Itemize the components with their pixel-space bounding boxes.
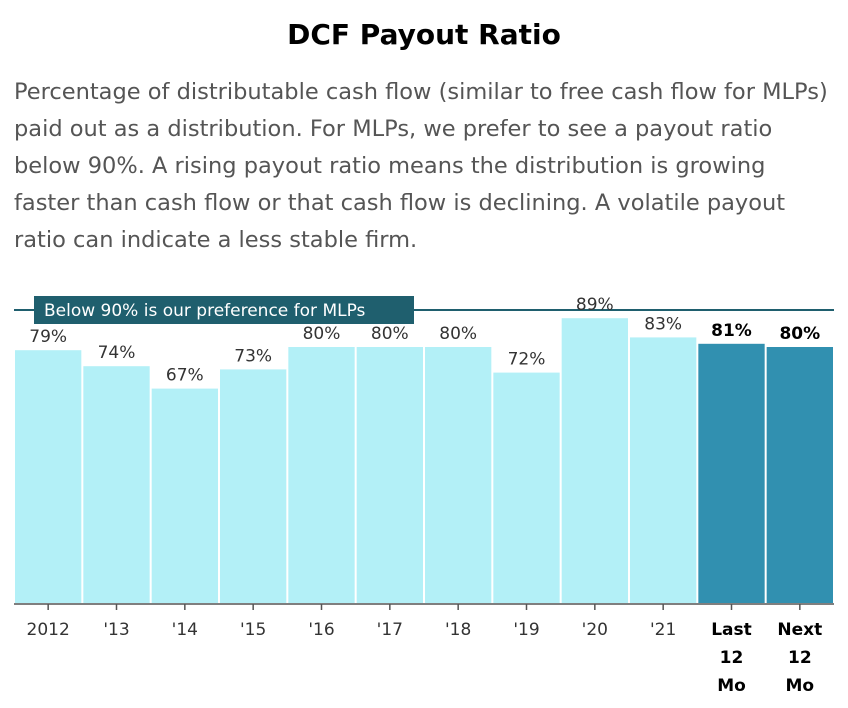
x-tick-label: '15	[240, 620, 266, 640]
x-tick-label: '19	[513, 620, 539, 640]
bar-value-label: 80%	[371, 324, 409, 344]
x-tick-label: '18	[445, 620, 471, 640]
x-tick-label-line: 12	[720, 648, 744, 668]
x-tick-label: Next 12 Mo	[777, 620, 822, 696]
bar	[151, 388, 218, 603]
bar	[356, 347, 423, 603]
bar-value-label: 74%	[98, 343, 136, 363]
x-tick-label: '13	[103, 620, 129, 640]
bar-value-label: 83%	[644, 314, 682, 334]
bar	[766, 347, 833, 603]
bar	[561, 318, 628, 603]
x-tick-label-line: Next	[777, 620, 822, 640]
bar-value-label: 73%	[234, 346, 272, 366]
bar	[493, 372, 560, 603]
bar	[698, 343, 765, 603]
x-tick-label-line: '17	[377, 620, 403, 640]
x-tick-label-line: '13	[103, 620, 129, 640]
x-tick-label-line: '18	[445, 620, 471, 640]
x-tick-label-line: 12	[788, 648, 812, 668]
x-tick-label-line: '16	[308, 620, 334, 640]
x-tick-label: '17	[377, 620, 403, 640]
chart-description: Percentage of distributable cash flow (s…	[14, 79, 828, 253]
x-tick-label: '14	[172, 620, 198, 640]
x-tick-label-line: 2012	[27, 620, 70, 640]
x-tick-label: '21	[650, 620, 676, 640]
bar	[220, 369, 287, 603]
reference-badge	[34, 296, 414, 324]
bar-value-label: 79%	[29, 327, 67, 347]
x-tick-label-line: Mo	[786, 676, 815, 696]
bar	[288, 347, 355, 603]
bar	[83, 366, 150, 603]
bar-value-label: 80%	[303, 324, 341, 344]
bar	[425, 347, 492, 603]
bar-value-label: 89%	[576, 295, 614, 315]
reference-label: Below 90% is our preference for MLPs	[44, 301, 366, 321]
bar-value-label: 67%	[166, 366, 204, 386]
chart-title: DCF Payout Ratio	[287, 18, 561, 51]
bar-value-label: 72%	[508, 350, 546, 370]
x-tick-label-line: '14	[172, 620, 198, 640]
bar	[15, 350, 82, 603]
bar	[630, 337, 697, 603]
x-tick-label-line: '21	[650, 620, 676, 640]
x-tick-label-line: Mo	[717, 676, 746, 696]
bar-value-label: 80%	[439, 324, 477, 344]
x-tick-label-line: '15	[240, 620, 266, 640]
x-tick-label: '20	[582, 620, 608, 640]
bar-value-label: 80%	[779, 324, 820, 344]
x-tick-label-line: '20	[582, 620, 608, 640]
x-tick-label-line: '19	[513, 620, 539, 640]
x-tick-label: '16	[308, 620, 334, 640]
bar-value-label: 81%	[711, 321, 752, 341]
x-tick-label-line: Last	[711, 620, 752, 640]
x-tick-label: 2012	[27, 620, 70, 640]
x-tick-label: Last 12 Mo	[711, 620, 752, 696]
